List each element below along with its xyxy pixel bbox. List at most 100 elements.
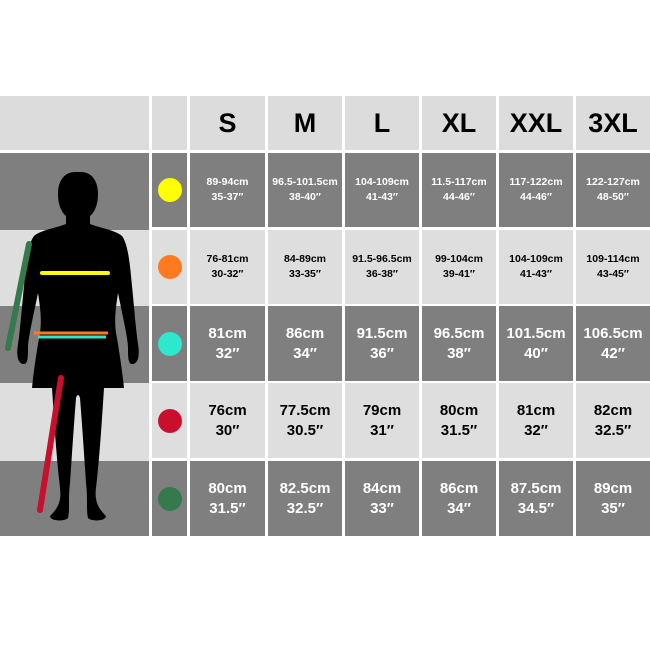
cm-value: 91.5-96.5cm — [352, 253, 412, 265]
measurement-cell: 106.5cm 42″ — [576, 306, 650, 381]
body-silhouette-icon — [5, 172, 139, 521]
inch-value: 41-43″ — [520, 268, 552, 280]
waist-icon-cell — [152, 230, 187, 304]
inch-value: 34″ — [447, 499, 471, 517]
cm-value: 80cm — [208, 479, 247, 497]
inch-value: 48-50″ — [597, 191, 629, 203]
inch-value: 35″ — [601, 499, 625, 517]
cm-value: 104-109cm — [509, 253, 563, 265]
inch-value: 41-43″ — [366, 191, 398, 203]
inseam-line — [37, 375, 64, 513]
cm-value: 104-109cm — [355, 176, 409, 188]
inch-value: 33-35″ — [289, 268, 321, 280]
inch-value: 40″ — [524, 344, 548, 362]
inch-value: 31″ — [370, 421, 394, 439]
cm-value: 96.5-101.5cm — [272, 176, 338, 188]
sleeve-icon-cell — [152, 461, 187, 536]
inch-value: 44-46″ — [520, 191, 552, 203]
measurement-cell: 77.5cm 30.5″ — [268, 383, 342, 458]
cm-value: 80cm — [439, 401, 479, 419]
measurement-cell: 101.5cm 40″ — [499, 306, 573, 381]
cm-value: 76-81cm — [206, 253, 249, 265]
size-header-XXL: XXL — [499, 96, 573, 150]
measurement-cell: 99-104cm 39-41″ — [422, 230, 496, 304]
measurement-cell: 87.5cm 34.5″ — [499, 461, 573, 536]
cm-value: 86cm — [439, 479, 479, 497]
measurement-cell: 104-109cm 41-43″ — [499, 230, 573, 304]
cm-value: 106.5cm — [583, 324, 643, 342]
measurement-cell: 80cm 31.5″ — [422, 383, 496, 458]
inch-value: 34″ — [293, 344, 317, 362]
cm-value: 86cm — [285, 324, 325, 342]
cm-value: 79cm — [362, 401, 402, 419]
chest-dot-icon — [157, 178, 182, 202]
inch-value: 34.5″ — [517, 499, 555, 517]
cm-value: 87.5cm — [510, 479, 562, 497]
inseam-icon-cell — [152, 383, 187, 458]
chest-icon-cell — [152, 153, 187, 227]
inch-value: 36″ — [370, 344, 394, 362]
measurement-cell: 117-122cm 44-46″ — [499, 153, 573, 227]
measurement-cell: 109-114cm 43-45″ — [576, 230, 650, 304]
figure-background — [0, 461, 149, 536]
measurement-cell: 11.5-117cm 44-46″ — [422, 153, 496, 227]
cm-value: 96.5cm — [433, 324, 485, 342]
inch-value: 35-37″ — [211, 191, 244, 203]
measurement-cell: 81cm 32″ — [499, 383, 573, 458]
inch-value: 31.5″ — [209, 499, 246, 517]
inch-value: 30″ — [215, 421, 240, 439]
size-header-L: L — [345, 96, 419, 150]
cm-value: 84cm — [362, 479, 402, 497]
waist-dot-icon — [157, 255, 182, 279]
measurement-cell: 89cm 35″ — [576, 461, 650, 536]
cm-value: 76cm — [208, 401, 247, 419]
inch-value: 30-32″ — [211, 268, 244, 280]
size-header-S: S — [190, 96, 265, 150]
measurement-cell: 91.5-96.5cm 36-38″ — [345, 230, 419, 304]
size-header-M: M — [268, 96, 342, 150]
inseam-dot-icon — [157, 408, 182, 433]
cm-value: 122-127cm — [586, 176, 640, 188]
cm-value: 109-114cm — [586, 253, 640, 265]
measurement-cell: 84-89cm 33-35″ — [268, 230, 342, 304]
measurement-cell: 76cm 30″ — [190, 383, 265, 458]
measurement-cell: 82cm 32.5″ — [576, 383, 650, 458]
hip-dot-icon — [157, 331, 182, 356]
measurement-cell: 76-81cm 30-32″ — [190, 230, 265, 304]
sleeve-line — [5, 241, 32, 351]
inch-value: 36-38″ — [366, 268, 398, 280]
measurement-cell: 122-127cm 48-50″ — [576, 153, 650, 227]
measurement-cell: 79cm 31″ — [345, 383, 419, 458]
cm-value: 101.5cm — [506, 324, 566, 342]
cm-value: 77.5cm — [279, 401, 331, 419]
cm-value: 89-94cm — [206, 176, 249, 188]
measurement-cell: 86cm 34″ — [268, 306, 342, 381]
inch-value: 39-41″ — [443, 268, 475, 280]
size-header-3XL: 3XL — [576, 96, 650, 150]
measurement-cell: 86cm 34″ — [422, 461, 496, 536]
inch-value: 42″ — [601, 344, 625, 362]
inch-value: 32.5″ — [286, 499, 324, 517]
inch-value: 33″ — [370, 499, 394, 517]
inch-value: 32″ — [215, 344, 240, 362]
cm-value: 84-89cm — [283, 253, 327, 265]
cm-value: 99-104cm — [435, 253, 483, 265]
measurement-cell: 91.5cm 36″ — [345, 306, 419, 381]
inch-value: 43-45″ — [597, 268, 629, 280]
inch-value: 32″ — [524, 421, 548, 439]
cm-value: 117-122cm — [509, 176, 563, 188]
inch-value: 38″ — [447, 344, 471, 362]
measurement-cell: 84cm 33″ — [345, 461, 419, 536]
measurement-cell: 104-109cm 41-43″ — [345, 153, 419, 227]
cm-value: 82.5cm — [279, 479, 331, 497]
measurement-cell: 89-94cm 35-37″ — [190, 153, 265, 227]
cm-value: 82cm — [593, 401, 633, 419]
cm-value: 89cm — [593, 479, 633, 497]
measurement-cell: 96.5cm 38″ — [422, 306, 496, 381]
inch-value: 30.5″ — [286, 421, 324, 439]
inch-value: 31.5″ — [440, 421, 478, 439]
header-icon-blank — [152, 96, 187, 150]
measurement-cell: 81cm 32″ — [190, 306, 265, 381]
cm-value: 81cm — [516, 401, 556, 419]
cm-value: 11.5-117cm — [431, 176, 487, 188]
